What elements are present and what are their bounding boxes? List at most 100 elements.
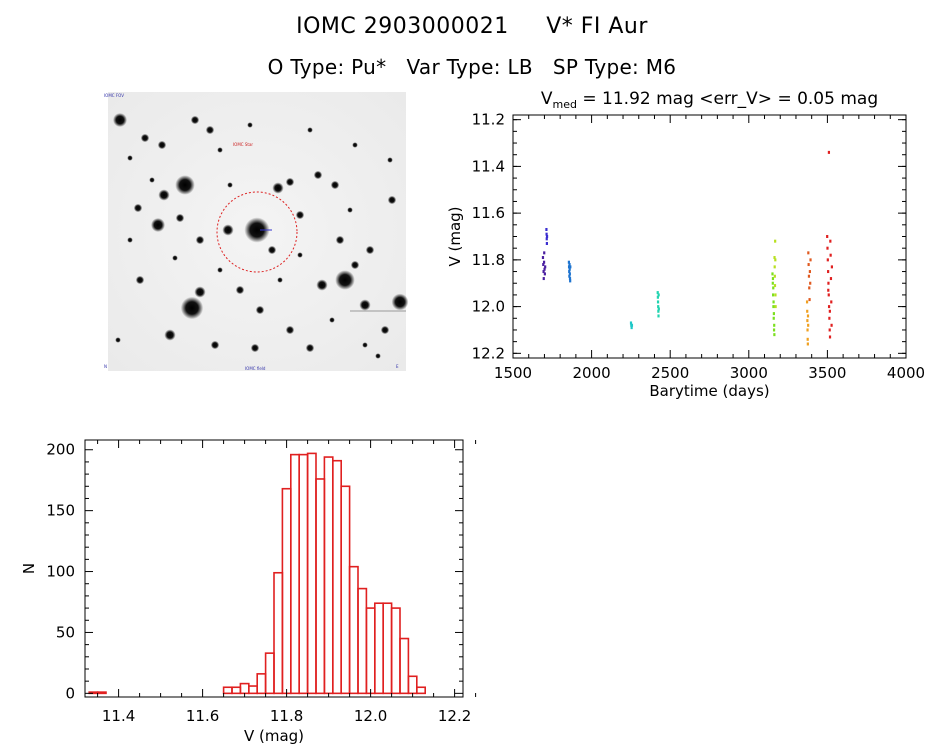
y-tick-label: 12.2 (472, 344, 505, 362)
light-curve-frame (512, 114, 907, 359)
field-star (151, 218, 165, 232)
field-star (222, 224, 234, 236)
sp-type: SP Type: M6 (552, 55, 677, 79)
field-star (347, 207, 353, 213)
histogram-bar (239, 682, 250, 695)
light-curve-point (543, 267, 546, 271)
field-star (115, 337, 121, 343)
histogram-frame (84, 439, 464, 698)
chart-title-line-1: IOMC 2903000021 V* FI Aur (0, 14, 944, 39)
histogram-bar (390, 607, 401, 695)
field-star (194, 286, 206, 298)
histogram-bar (348, 565, 359, 695)
light-curve-point (828, 335, 832, 339)
light-curve-point (630, 326, 633, 330)
chart-title-line-2: O Type: Pu* Var Type: LB SP Type: M6 (0, 55, 944, 79)
finder-label-fov: IOMC FOV (104, 93, 124, 98)
field-star (195, 235, 205, 245)
light-curve-point (772, 286, 775, 290)
histogram-bar (96, 691, 107, 695)
histogram-bar (415, 686, 426, 695)
light-curve-point (545, 242, 548, 246)
light-curve-point (774, 293, 777, 297)
hist-x-tick-label: 11.4 (102, 707, 135, 725)
light-curve-point (772, 328, 776, 332)
field-star (135, 275, 145, 285)
field-star (365, 245, 375, 255)
field-star (391, 293, 409, 311)
field-star (175, 213, 185, 223)
x-tick-label: 1500 (494, 364, 532, 382)
histogram-bar (373, 602, 384, 695)
light-curve-point (542, 260, 546, 264)
light-curve-point (568, 277, 572, 281)
light-curve-point (809, 258, 812, 262)
field-star (180, 296, 204, 320)
field-star (217, 267, 223, 273)
hist-y-tick-label: 50 (56, 623, 75, 641)
light-curve-point (827, 288, 830, 292)
light-curve-point (544, 265, 547, 269)
field-star (158, 189, 170, 201)
light-curve-point (827, 270, 830, 274)
light-curve-point (567, 265, 571, 269)
light-curve-point (772, 300, 775, 304)
field-star (335, 270, 355, 290)
light-curve-point (808, 270, 811, 274)
light-curve-point (827, 150, 831, 154)
field-star (307, 127, 313, 133)
light-curve-point (829, 239, 832, 243)
y-tick-label: 11.8 (472, 251, 505, 269)
light-curve-point (828, 316, 831, 320)
light-curve-point (773, 265, 776, 269)
field-star (380, 325, 390, 335)
field-star (316, 279, 328, 291)
histogram-bar (357, 587, 368, 695)
x-tick-label: 2000 (573, 364, 611, 382)
light-curve-point (771, 281, 774, 285)
light-curve-point (773, 284, 777, 288)
light-curve-point (771, 277, 775, 281)
light-curve-point (545, 235, 549, 238)
light-curve-point (657, 293, 660, 297)
light-curve-point (629, 321, 633, 325)
light-curve-point (827, 281, 830, 285)
light-curve-chart: Vmed = 11.92 mag <err_V> = 0.05 mag 1500 2… (446, 89, 925, 400)
light-curve-point (826, 235, 829, 238)
light-curve-point (569, 279, 572, 283)
light-curve-point (772, 312, 775, 316)
histogram-bar (365, 607, 376, 695)
light-curve-point (809, 281, 812, 285)
light-curve-point (829, 253, 832, 257)
light-curve-point (657, 314, 660, 318)
histogram-bar (382, 602, 393, 695)
finder-image: IOMC FOV IOMC Star IOMC field N E (100, 90, 410, 373)
light-curve-point (805, 300, 809, 304)
light-curve-point (545, 227, 548, 231)
light-curve-point (657, 309, 660, 313)
light-curve-point (806, 337, 809, 341)
histogram-bar (248, 685, 259, 695)
light-curve-point (826, 258, 829, 262)
hist-x-tick-label: 11.8 (270, 707, 303, 725)
field-star (113, 113, 127, 127)
light-curve-point (773, 333, 776, 337)
histogram-chart: 11.4 11.6 11.8 12.0 12.2 0 50 100 150 200 V (mag) N (20, 439, 477, 745)
field-star (330, 180, 340, 190)
histogram-bar (315, 478, 326, 695)
finder-label-n: N (104, 364, 107, 369)
light-curve-point (830, 323, 833, 327)
field-star (140, 133, 150, 143)
light-curve-ylabel: V (mag) (446, 206, 464, 266)
light-curve-point (656, 300, 660, 304)
histogram-bar (264, 652, 275, 695)
x-tick-label: 3500 (808, 364, 846, 382)
light-curve-point (827, 293, 830, 297)
x-tick-label: 3000 (730, 364, 768, 382)
var-type: Var Type: LB (406, 55, 533, 79)
light-curve-point (774, 258, 777, 262)
light-curve-point (773, 256, 776, 260)
light-curve-point (806, 328, 809, 332)
light-curve-point (828, 309, 831, 313)
field-star (277, 277, 283, 283)
